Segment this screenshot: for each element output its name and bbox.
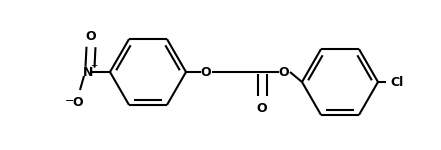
Text: O: O — [86, 30, 96, 44]
Text: −: − — [65, 96, 75, 106]
Text: N: N — [83, 66, 93, 78]
Text: O: O — [73, 96, 83, 108]
Text: +: + — [90, 61, 97, 70]
Text: Cl: Cl — [390, 75, 404, 88]
Text: O: O — [279, 66, 289, 78]
Text: O: O — [257, 102, 267, 116]
Text: O: O — [201, 66, 211, 78]
